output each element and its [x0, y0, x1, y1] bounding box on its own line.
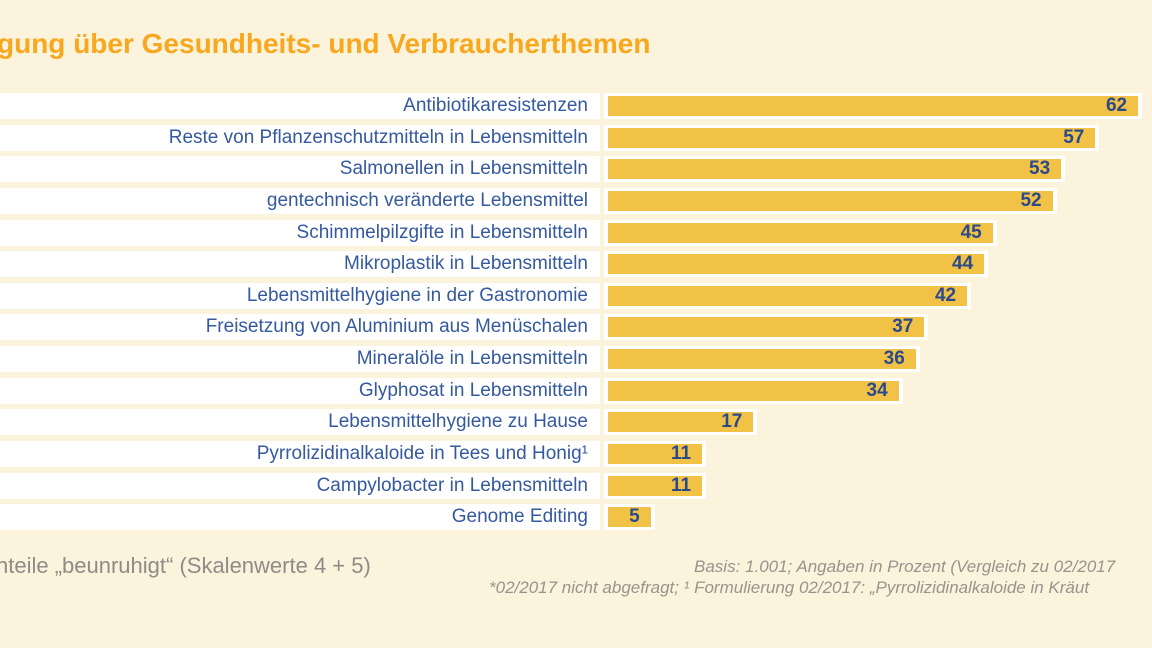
bar-fill: 42 [608, 284, 968, 306]
bar: 17 [604, 409, 758, 436]
bar-label: Antibiotikaresistenzen [403, 95, 588, 116]
row-label-strip: Lebensmittelhygiene in der Gastronomie [0, 282, 600, 309]
row-label-strip: Pyrrolizidinalkaloide in Tees und Honig¹ [0, 441, 600, 468]
bar-chart: Antibiotikaresistenzen 62 Reste von Pfla… [0, 90, 1152, 533]
bar-label: Lebensmittelhygiene in der Gastronomie [246, 284, 588, 306]
bar-fill: 52 [608, 189, 1053, 211]
bar: 34 [604, 377, 903, 404]
bar: 36 [604, 346, 920, 373]
bar-label: Glyphosat in Lebensmitteln [358, 379, 588, 401]
chart-row: Antibiotikaresistenzen 62 [0, 90, 1152, 122]
asterisk-footnote: *02/2017 nicht abgefragt; ¹ Formulierung… [489, 578, 1090, 597]
row-label-strip: Antibiotikaresistenzen [0, 93, 600, 119]
bar-label: Mikroplastik in Lebensmitteln [344, 253, 588, 275]
bar-value: 53 [1029, 158, 1051, 180]
chart-row: Campylobacter in Lebensmitteln 11 [0, 470, 1152, 502]
row-label-strip: Lebensmittelhygiene zu Hause [0, 409, 600, 436]
bar-fill: 11 [608, 443, 703, 465]
bar-fill: 37 [608, 316, 925, 338]
chart-row: Lebensmittelhygiene zu Hause 17 [0, 406, 1152, 438]
bar-fill: 5 [608, 506, 651, 528]
row-label-strip: Salmonellen in Lebensmitteln [0, 156, 600, 183]
bar-label: gentechnisch veränderte Lebensmittel [266, 189, 588, 211]
chart-row: Reste von Pflanzenschutzmitteln in Leben… [0, 122, 1152, 154]
chart-row: Genome Editing 5 [0, 501, 1152, 533]
row-label-strip: gentechnisch veränderte Lebensmittel [0, 187, 600, 214]
bar-value: 11 [670, 474, 692, 496]
bar-value: 44 [952, 253, 974, 275]
row-label-strip: Campylobacter in Lebensmitteln [0, 472, 600, 499]
chart-row: Mikroplastik in Lebensmitteln 44 [0, 248, 1152, 280]
bar: 11 [604, 472, 707, 499]
chart-row: Salmonellen in Lebensmitteln 53 [0, 153, 1152, 185]
bar-fill: 53 [608, 158, 1062, 180]
bar-fill: 34 [608, 379, 899, 401]
chart-row: Schimmelpilzgifte in Lebensmitteln 45 [0, 217, 1152, 249]
bar: 57 [604, 124, 1100, 151]
bar-value: 57 [1063, 126, 1085, 148]
bar-label: Lebensmittelhygiene zu Hause [328, 411, 588, 433]
bar: 53 [604, 156, 1066, 183]
bar: 42 [604, 282, 972, 309]
bar-value: 5 [629, 506, 640, 528]
bar-fill: 17 [608, 411, 754, 433]
bar-label: Genome Editing [451, 506, 588, 528]
legend-note: nteile „beunruhigt“ (Skalenwerte 4 + 5) [0, 553, 371, 578]
bar-fill: 62 [608, 95, 1139, 116]
bar: 62 [604, 93, 1143, 119]
bar-label: Pyrrolizidinalkaloide in Tees und Honig¹ [256, 443, 588, 465]
bar-value: 37 [892, 316, 914, 338]
bar-label: Salmonellen in Lebensmitteln [339, 158, 588, 180]
chart-row: Pyrrolizidinalkaloide in Tees und Honig¹… [0, 438, 1152, 470]
bar-value: 17 [721, 411, 743, 433]
bar: 44 [604, 251, 989, 278]
chart-row: Mineralöle in Lebensmitteln 36 [0, 343, 1152, 375]
bar: 45 [604, 219, 997, 246]
bar-label: Reste von Pflanzenschutzmitteln in Leben… [168, 126, 588, 148]
chart-row: Glyphosat in Lebensmitteln 34 [0, 375, 1152, 407]
row-label-strip: Schimmelpilzgifte in Lebensmitteln [0, 219, 600, 246]
bar-label: Freisetzung von Aluminium aus Menüschale… [205, 316, 588, 338]
bar-value: 52 [1020, 189, 1042, 211]
bar-value: 34 [866, 379, 888, 401]
row-label-strip: Mineralöle in Lebensmitteln [0, 346, 600, 373]
bar: 11 [604, 441, 707, 468]
bar-fill: 36 [608, 348, 916, 370]
bar-value: 11 [670, 443, 692, 465]
bar: 37 [604, 314, 929, 341]
bar-value: 45 [960, 221, 982, 243]
bar-fill: 57 [608, 126, 1096, 148]
row-label-strip: Genome Editing [0, 504, 600, 531]
chart-title: gung über Gesundheits- und Verbraucherth… [0, 28, 651, 59]
bar-fill: 44 [608, 253, 985, 275]
bar: 5 [604, 504, 655, 531]
bar-value: 36 [883, 348, 905, 370]
basis-footnote: Basis: 1.001; Angaben in Prozent (Vergle… [694, 557, 1116, 576]
row-label-strip: Reste von Pflanzenschutzmitteln in Leben… [0, 124, 600, 151]
bar-label: Mineralöle in Lebensmitteln [356, 348, 588, 370]
bar-value: 42 [934, 284, 957, 306]
bar-fill: 45 [608, 221, 993, 243]
chart-row: Lebensmittelhygiene in der Gastronomie 4… [0, 280, 1152, 312]
row-label-strip: Mikroplastik in Lebensmitteln [0, 251, 600, 278]
row-label-strip: Freisetzung von Aluminium aus Menüschale… [0, 314, 600, 341]
chart-row: Freisetzung von Aluminium aus Menüschale… [0, 311, 1152, 343]
bar-fill: 11 [608, 474, 703, 496]
row-label-strip: Glyphosat in Lebensmitteln [0, 377, 600, 404]
chart-row: gentechnisch veränderte Lebensmittel 52 [0, 185, 1152, 217]
bar-label: Campylobacter in Lebensmitteln [316, 474, 588, 496]
bar: 52 [604, 187, 1057, 214]
bar-value: 62 [1105, 95, 1128, 116]
bar-label: Schimmelpilzgifte in Lebensmitteln [296, 221, 588, 243]
